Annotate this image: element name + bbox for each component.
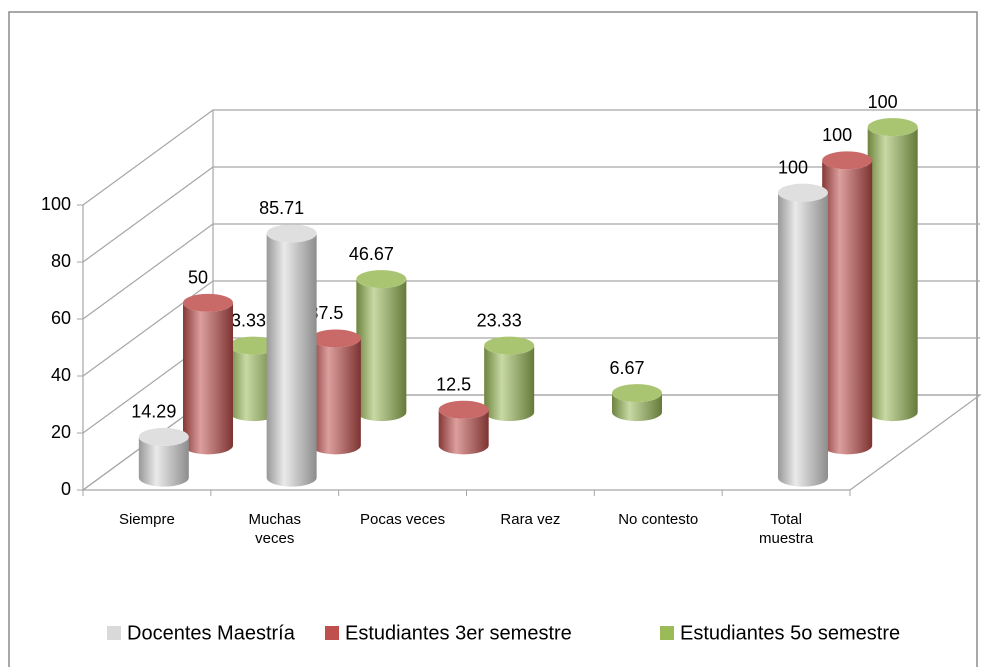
- y-tick-label: 100: [41, 194, 71, 214]
- bar-top: [138, 427, 189, 446]
- bar: [310, 338, 361, 455]
- legend-label: Estudiantes 3er semestre: [345, 622, 572, 644]
- legend-swatch: [107, 626, 121, 640]
- data-label: 100: [868, 92, 898, 112]
- x-tick-label: No contesto: [618, 511, 699, 528]
- x-tick-label: Total muestra: [758, 511, 814, 547]
- legend-label: Estudiantes 5o semestre: [680, 622, 900, 644]
- bar: [777, 192, 828, 487]
- legend-swatch: [325, 626, 339, 640]
- bar: [138, 436, 189, 487]
- bar-top: [822, 151, 873, 170]
- bar-top: [438, 400, 489, 419]
- data-label: 46.67: [349, 244, 394, 264]
- bar: [356, 279, 407, 422]
- bar: [867, 127, 918, 422]
- legend-swatch: [660, 626, 674, 640]
- data-label: 50: [188, 268, 208, 288]
- bar-top: [310, 329, 361, 348]
- bar-top: [266, 224, 317, 243]
- legend-label: Docentes Maestría: [127, 622, 296, 644]
- y-tick-label: 40: [51, 365, 71, 385]
- y-tick-label: 20: [51, 422, 71, 442]
- bar-top: [612, 384, 663, 403]
- bar: [228, 345, 279, 422]
- data-label: 85.71: [259, 198, 304, 218]
- x-tick-label: Muchas veces: [248, 511, 302, 547]
- data-label: 100: [822, 125, 852, 145]
- bar: [266, 233, 317, 487]
- data-label: 14.29: [131, 402, 176, 422]
- bar-top: [777, 183, 828, 202]
- y-tick-label: 0: [61, 479, 71, 499]
- bar: [183, 302, 234, 455]
- bar: [484, 345, 535, 422]
- data-label: 37.5: [308, 303, 343, 323]
- bar-top: [484, 336, 535, 355]
- bar: [612, 393, 663, 422]
- y-tick-label: 60: [51, 308, 71, 328]
- data-label: 23.33: [477, 310, 522, 330]
- bar-top: [228, 336, 279, 355]
- data-label: 100: [778, 157, 808, 177]
- bar: [822, 160, 873, 455]
- data-label: 12.5: [436, 374, 471, 394]
- x-tick-label: Siempre: [118, 511, 175, 528]
- data-label: 6.67: [609, 358, 644, 378]
- bar: [438, 409, 489, 455]
- x-tick-label: Rara vez: [500, 511, 561, 528]
- bar-top: [356, 270, 407, 289]
- bar-top: [183, 293, 234, 312]
- y-tick-label: 80: [51, 251, 71, 271]
- x-tick-label: Pocas veces: [360, 511, 446, 528]
- bar-top: [867, 118, 918, 137]
